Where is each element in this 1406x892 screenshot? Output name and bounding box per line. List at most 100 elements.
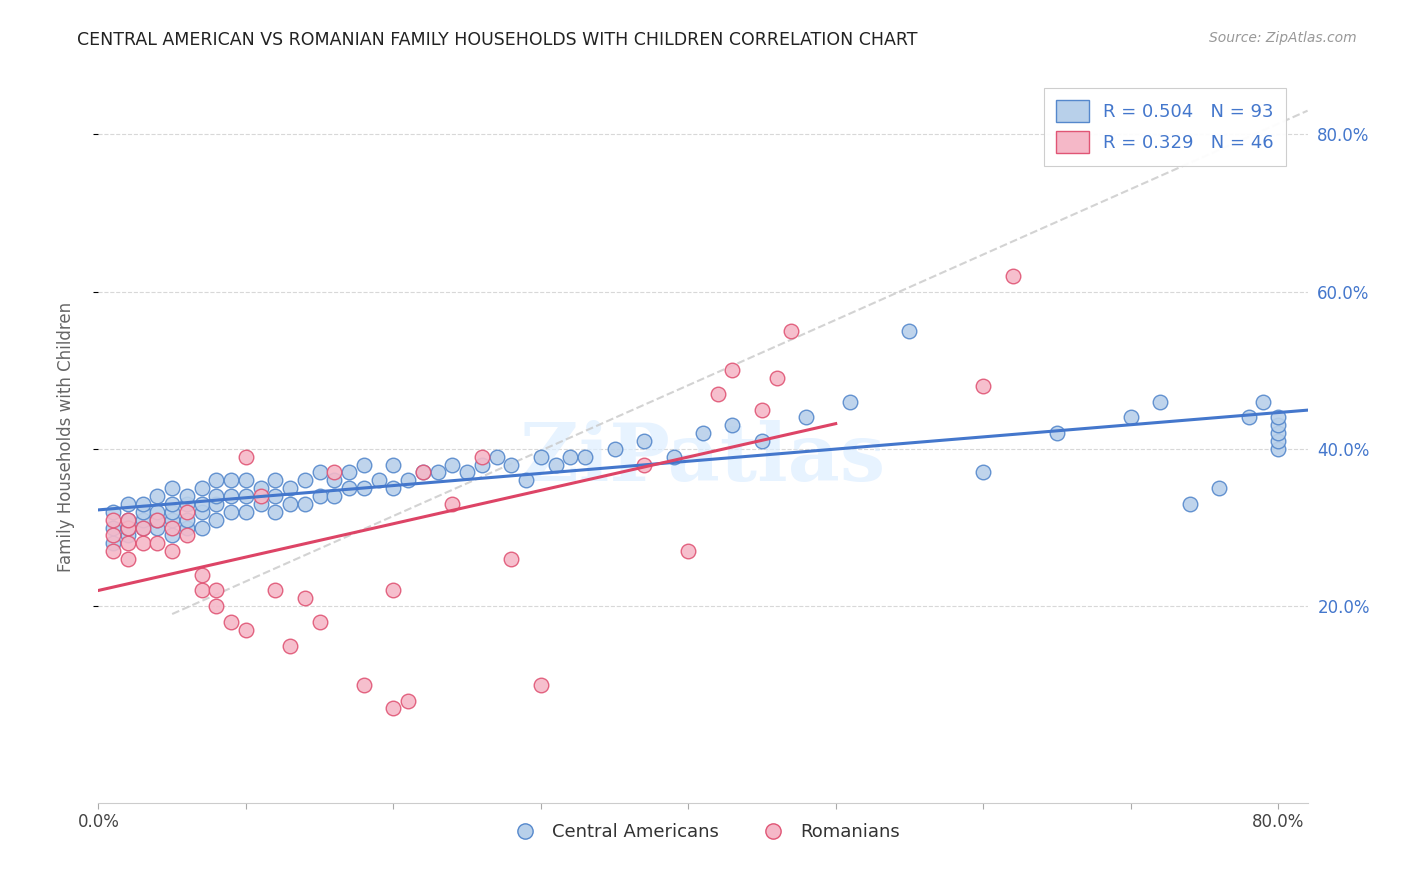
Point bbox=[972, 466, 994, 480]
Point bbox=[278, 481, 301, 495]
Point bbox=[382, 701, 405, 715]
Point bbox=[323, 489, 346, 503]
Point bbox=[1001, 268, 1024, 283]
Point bbox=[353, 458, 375, 472]
Point bbox=[501, 552, 523, 566]
Point bbox=[176, 505, 198, 519]
Point bbox=[441, 458, 464, 472]
Point bbox=[235, 623, 257, 637]
Point bbox=[1119, 410, 1142, 425]
Point bbox=[751, 402, 773, 417]
Point bbox=[249, 489, 271, 503]
Point bbox=[235, 473, 257, 487]
Point bbox=[308, 489, 330, 503]
Text: Source: ZipAtlas.com: Source: ZipAtlas.com bbox=[1209, 31, 1357, 45]
Point bbox=[353, 481, 375, 495]
Point bbox=[412, 466, 434, 480]
Point bbox=[544, 458, 567, 472]
Point bbox=[101, 505, 124, 519]
Point bbox=[160, 520, 183, 534]
Point bbox=[219, 473, 242, 487]
Point bbox=[323, 473, 346, 487]
Point bbox=[264, 505, 287, 519]
Point bbox=[146, 513, 169, 527]
Point bbox=[412, 466, 434, 480]
Point bbox=[205, 583, 228, 598]
Point bbox=[471, 450, 494, 464]
Point bbox=[146, 489, 169, 503]
Point bbox=[471, 458, 494, 472]
Point bbox=[131, 505, 153, 519]
Point bbox=[574, 450, 596, 464]
Point bbox=[560, 450, 582, 464]
Point bbox=[706, 387, 728, 401]
Point bbox=[249, 497, 271, 511]
Point bbox=[794, 410, 817, 425]
Point bbox=[839, 394, 862, 409]
Point bbox=[190, 497, 212, 511]
Point bbox=[1208, 481, 1230, 495]
Point bbox=[1267, 418, 1289, 433]
Point bbox=[160, 528, 183, 542]
Point bbox=[101, 513, 124, 527]
Point bbox=[382, 583, 405, 598]
Point bbox=[396, 473, 419, 487]
Point bbox=[692, 426, 714, 441]
Point bbox=[426, 466, 449, 480]
Point bbox=[205, 497, 228, 511]
Point bbox=[1149, 394, 1171, 409]
Point bbox=[219, 615, 242, 629]
Point bbox=[530, 450, 553, 464]
Point bbox=[278, 497, 301, 511]
Point bbox=[146, 505, 169, 519]
Point bbox=[235, 450, 257, 464]
Point bbox=[278, 639, 301, 653]
Point bbox=[662, 450, 685, 464]
Point bbox=[1178, 497, 1201, 511]
Point bbox=[219, 505, 242, 519]
Point bbox=[337, 481, 360, 495]
Point bbox=[780, 324, 803, 338]
Point bbox=[160, 513, 183, 527]
Text: ZiPatlas: ZiPatlas bbox=[520, 420, 886, 498]
Point bbox=[205, 473, 228, 487]
Point bbox=[1267, 426, 1289, 441]
Point bbox=[294, 591, 316, 606]
Point bbox=[485, 450, 508, 464]
Point bbox=[1237, 410, 1260, 425]
Point bbox=[1267, 442, 1289, 456]
Point bbox=[294, 497, 316, 511]
Point bbox=[323, 466, 346, 480]
Point bbox=[176, 513, 198, 527]
Point bbox=[308, 466, 330, 480]
Point bbox=[337, 466, 360, 480]
Point bbox=[264, 489, 287, 503]
Point bbox=[117, 497, 139, 511]
Point bbox=[101, 536, 124, 550]
Point bbox=[235, 505, 257, 519]
Point bbox=[146, 520, 169, 534]
Point bbox=[1267, 434, 1289, 448]
Point bbox=[190, 567, 212, 582]
Point bbox=[101, 528, 124, 542]
Point bbox=[308, 615, 330, 629]
Point bbox=[117, 520, 139, 534]
Point bbox=[131, 513, 153, 527]
Point bbox=[1253, 394, 1275, 409]
Point bbox=[176, 497, 198, 511]
Point bbox=[249, 481, 271, 495]
Point bbox=[160, 497, 183, 511]
Point bbox=[146, 513, 169, 527]
Point bbox=[190, 520, 212, 534]
Point bbox=[160, 481, 183, 495]
Point bbox=[515, 473, 537, 487]
Point bbox=[501, 458, 523, 472]
Point bbox=[751, 434, 773, 448]
Point bbox=[117, 528, 139, 542]
Point bbox=[160, 505, 183, 519]
Point bbox=[101, 520, 124, 534]
Point bbox=[721, 418, 744, 433]
Point bbox=[264, 583, 287, 598]
Point bbox=[721, 363, 744, 377]
Point bbox=[633, 458, 655, 472]
